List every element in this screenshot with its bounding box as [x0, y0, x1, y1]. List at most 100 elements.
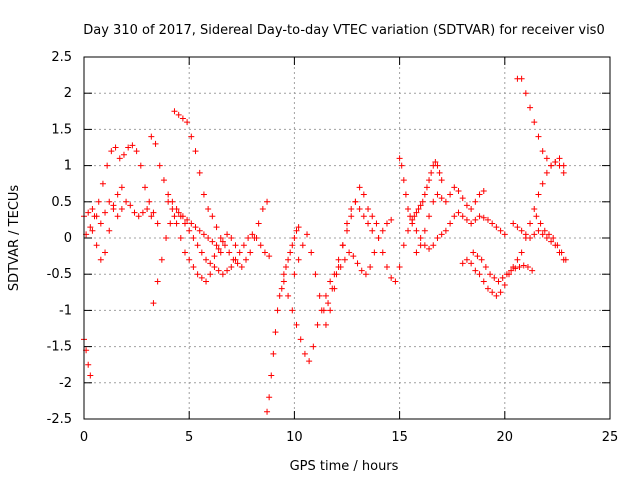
data-point: [415, 206, 422, 213]
data-point: [175, 111, 182, 118]
data-point: [413, 227, 420, 234]
data-point: [346, 249, 353, 256]
data-point: [362, 271, 369, 278]
data-point: [194, 242, 201, 249]
data-point: [348, 206, 355, 213]
data-point: [91, 213, 98, 220]
data-point: [417, 242, 424, 249]
data-point: [224, 231, 231, 238]
data-point: [478, 256, 485, 263]
data-point: [325, 300, 332, 307]
data-point: [411, 213, 418, 220]
data-point: [186, 256, 193, 263]
data-point: [209, 238, 216, 245]
data-point: [295, 256, 302, 263]
data-point: [522, 231, 529, 238]
data-point: [438, 195, 445, 202]
data-point: [463, 256, 470, 263]
data-point: [348, 213, 355, 220]
data-point: [207, 271, 214, 278]
data-point: [179, 115, 186, 122]
data-point: [493, 292, 500, 299]
y-tick-label: 0: [64, 231, 72, 246]
data-point: [560, 162, 567, 169]
data-point: [148, 213, 155, 220]
x-tick-label: 15: [391, 430, 408, 445]
data-point: [383, 220, 390, 227]
y-tick-label: 1.5: [51, 122, 72, 137]
data-point: [188, 133, 195, 140]
data-point: [522, 90, 529, 97]
data-point: [150, 300, 157, 307]
data-point: [171, 108, 178, 115]
data-point: [118, 206, 125, 213]
data-point: [463, 216, 470, 223]
series-track-6: [150, 209, 224, 307]
data-point: [198, 249, 205, 256]
data-point: [297, 336, 304, 343]
data-point: [514, 256, 521, 263]
data-point: [264, 408, 271, 415]
data-point: [205, 206, 212, 213]
data-point: [137, 162, 144, 169]
data-point: [224, 267, 231, 274]
data-point: [554, 242, 561, 249]
data-point: [310, 343, 317, 350]
data-point: [217, 249, 224, 256]
data-point: [480, 278, 487, 285]
data-point: [421, 191, 428, 198]
data-point: [240, 242, 247, 249]
data-point: [114, 191, 121, 198]
data-point: [221, 242, 228, 249]
data-point: [219, 238, 226, 245]
data-point: [514, 224, 521, 231]
data-point: [169, 206, 176, 213]
data-point: [388, 274, 395, 281]
data-point: [308, 249, 315, 256]
data-point: [167, 220, 174, 227]
data-point: [112, 144, 119, 151]
data-point: [543, 235, 550, 241]
data-point: [472, 198, 479, 205]
series-track-3: [83, 142, 161, 238]
data-point: [400, 177, 407, 184]
data-point: [186, 227, 193, 234]
y-tick-label: 2.5: [51, 50, 72, 65]
data-point: [472, 216, 479, 223]
x-tick-label: 25: [602, 430, 619, 445]
data-point: [320, 307, 327, 314]
data-point: [421, 227, 428, 234]
data-point: [280, 278, 287, 285]
data-point: [516, 263, 523, 270]
data-point: [518, 75, 525, 82]
data-point: [388, 216, 395, 223]
data-point: [365, 220, 372, 227]
data-point: [93, 242, 100, 249]
data-point: [392, 278, 399, 285]
data-point: [400, 242, 407, 249]
data-point: [480, 187, 487, 194]
data-point: [213, 224, 220, 231]
data-point: [327, 307, 334, 314]
data-point: [360, 213, 367, 220]
data-point: [217, 235, 224, 241]
series-track-5: [148, 133, 239, 267]
data-point: [468, 260, 475, 267]
y-tick-label: -1.5: [47, 340, 72, 355]
data-point: [200, 231, 207, 238]
data-point: [432, 158, 439, 165]
data-point: [295, 224, 302, 231]
data-point: [154, 220, 161, 227]
data-point: [434, 191, 441, 198]
data-point: [89, 206, 96, 213]
data-point: [299, 242, 306, 249]
series-track-15: [413, 184, 487, 256]
data-point: [228, 235, 235, 241]
data-point: [489, 289, 496, 296]
data-point: [148, 133, 155, 140]
data-point: [200, 191, 207, 198]
y-axis-label: SDTVAR / TECUs: [7, 185, 22, 292]
y-tick-label: 1: [64, 159, 72, 174]
data-point: [480, 214, 487, 221]
series-track-8: [165, 198, 273, 285]
